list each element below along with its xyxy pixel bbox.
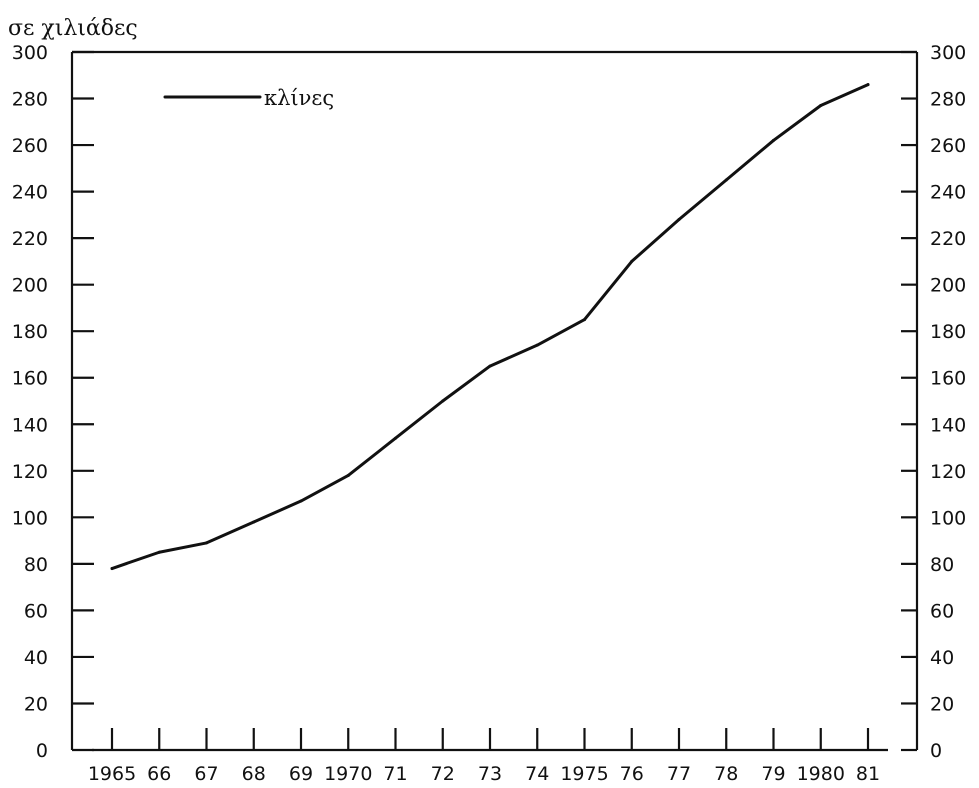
left-y-tick-label: 80 [24, 554, 48, 576]
data-point [157, 550, 161, 554]
left-y-tick-label: 240 [12, 182, 48, 204]
x-tick-label: 1980 [797, 763, 845, 785]
x-tick-label: 79 [761, 763, 785, 785]
right-y-tick-label: 40 [930, 647, 954, 669]
left-y-tick-label: 160 [12, 368, 48, 390]
x-tick-label: 76 [620, 763, 644, 785]
data-point [772, 138, 775, 142]
right-y-tick-label: 200 [930, 275, 966, 297]
right-y-tick-label: 160 [930, 368, 966, 390]
left-y-tick-label: 300 [12, 42, 48, 64]
right-y-tick-label: 300 [930, 42, 966, 64]
data-point [677, 218, 681, 222]
data-point [346, 473, 350, 477]
x-tick-label: 1965 [88, 763, 136, 785]
right-y-tick-label: 180 [930, 321, 966, 343]
x-tick-label: 78 [714, 763, 738, 785]
data-point [819, 104, 823, 108]
left-y-tick-label: 120 [12, 461, 48, 483]
right-y-ticks: 0 20 40 60 80 100 120 140 160 180 200 220 240 260 280 3… [901, 42, 966, 762]
left-y-tick-label: 100 [12, 507, 48, 529]
left-y-tick-label: 40 [24, 647, 48, 669]
data-point [394, 436, 397, 440]
data-point [583, 318, 586, 322]
data-point [441, 399, 445, 403]
right-y-tick-label: 0 [930, 740, 942, 762]
left-y-tick-label: 220 [12, 228, 48, 250]
right-y-tick-label: 20 [930, 693, 954, 715]
right-y-tick-label: 80 [930, 554, 954, 576]
legend-label: κλίνες [264, 86, 334, 110]
x-tick-label: 1970 [324, 763, 372, 785]
right-y-tick-label: 140 [930, 414, 966, 436]
data-point [252, 520, 256, 524]
x-tick-label: 77 [667, 763, 691, 785]
x-ticks: 1965 66 67 68 69 1970 71 72 73 74 1975 76 77 78 79 1980… [88, 728, 880, 785]
x-tick-label: 73 [478, 763, 502, 785]
right-y-tick-label: 60 [930, 600, 954, 622]
x-tick-label: 68 [242, 763, 266, 785]
data-point [866, 83, 870, 87]
right-y-tick-label: 240 [930, 182, 966, 204]
x-tick-label: 72 [431, 763, 455, 785]
left-y-tick-label: 60 [24, 600, 48, 622]
right-y-tick-label: 220 [930, 228, 966, 250]
left-y-tick-label: 200 [12, 275, 48, 297]
x-tick-label: 74 [525, 763, 549, 785]
data-point [110, 567, 114, 571]
y-axis-unit-label: σε χιλιάδες [8, 16, 138, 41]
left-y-tick-label: 0 [36, 740, 48, 762]
x-tick-label: 71 [383, 763, 407, 785]
series-group [110, 83, 870, 571]
x-tick-label: 69 [289, 763, 313, 785]
x-tick-label: 1975 [560, 763, 608, 785]
left-y-tick-label: 20 [24, 693, 48, 715]
right-y-tick-label: 120 [930, 461, 966, 483]
left-y-tick-label: 180 [12, 321, 48, 343]
data-point [488, 364, 492, 368]
series-line-klines [110, 83, 870, 571]
legend: κλίνες [163, 86, 334, 110]
data-point [630, 259, 634, 263]
right-y-tick-label: 100 [930, 507, 966, 529]
x-tick-label: 66 [147, 763, 171, 785]
x-tick-label: 67 [194, 763, 218, 785]
data-point [535, 343, 539, 347]
left-y-tick-label: 280 [12, 89, 48, 111]
chart-axes [70, 50, 919, 752]
data-point [205, 541, 208, 545]
left-y-tick-label: 260 [12, 135, 48, 157]
x-tick-label: 81 [856, 763, 880, 785]
data-point [724, 178, 728, 182]
left-y-tick-label: 140 [12, 414, 48, 436]
right-y-tick-label: 280 [930, 89, 966, 111]
left-y-ticks: 0 20 40 60 80 100 120 140 160 180 200 220 240 260 280 3… [12, 42, 94, 762]
data-point [299, 499, 303, 503]
right-y-tick-label: 260 [930, 135, 966, 157]
